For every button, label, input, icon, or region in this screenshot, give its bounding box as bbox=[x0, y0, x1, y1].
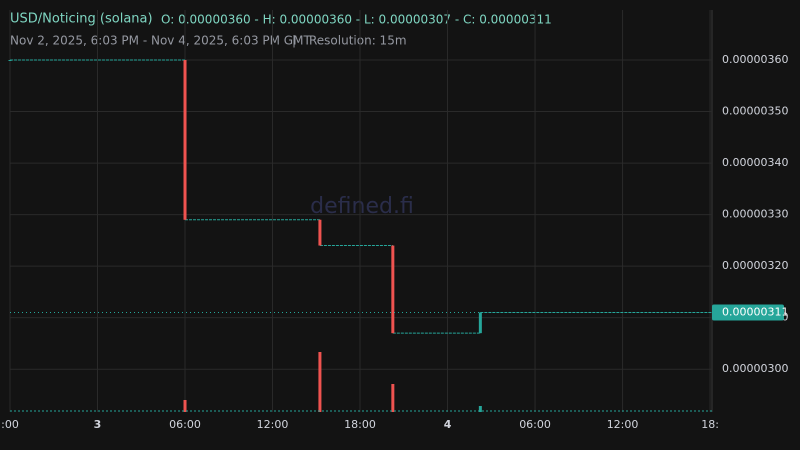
last-price-tag bbox=[712, 304, 784, 321]
subtitle: Nov 2, 2025, 6:03 PM - Nov 4, 2025, 6:03… bbox=[10, 34, 311, 48]
x-tick-label: 06:00 bbox=[169, 418, 201, 431]
x-tick-label: :00 bbox=[1, 418, 19, 431]
x-tick-label: 18:00 bbox=[344, 418, 376, 431]
x-tick-label: 3 bbox=[94, 418, 102, 431]
candle-body bbox=[478, 312, 482, 334]
chart-title: USD/Noticing (solana) bbox=[10, 12, 153, 27]
y-tick-label: 0.00000350 bbox=[722, 105, 788, 118]
volume-bar bbox=[478, 406, 482, 412]
watermark: defined.fi bbox=[310, 194, 414, 219]
resolution: Resolution: 15m bbox=[309, 34, 407, 48]
candle-body bbox=[8, 59, 12, 61]
volume-bar bbox=[183, 400, 187, 412]
x-tick-label: 12:00 bbox=[607, 418, 639, 431]
y-tick-label: 0.00000360 bbox=[722, 53, 788, 66]
last-price-label: 0.00000311 bbox=[722, 306, 788, 319]
candle-body bbox=[318, 219, 322, 246]
x-tick-label: 12:00 bbox=[257, 418, 289, 431]
volume-bar bbox=[391, 384, 395, 412]
x-tick-label: 18: bbox=[701, 418, 719, 431]
y-tick-label: 0.00000300 bbox=[722, 362, 788, 375]
y-tick-label: 0.00000340 bbox=[722, 156, 788, 169]
x-tick-label: 06:00 bbox=[519, 418, 551, 431]
candle-body bbox=[183, 59, 187, 220]
y-tick-label: 0.00000320 bbox=[722, 259, 788, 272]
candle-body bbox=[391, 245, 395, 334]
x-tick-label: 4 bbox=[444, 418, 452, 431]
separator: | bbox=[292, 34, 296, 48]
y-tick-label: 0.00000330 bbox=[722, 208, 788, 221]
volume-bar bbox=[318, 352, 322, 412]
ohlc-readout: O: 0.00000360 - H: 0.00000360 - L: 0.000… bbox=[161, 13, 552, 27]
